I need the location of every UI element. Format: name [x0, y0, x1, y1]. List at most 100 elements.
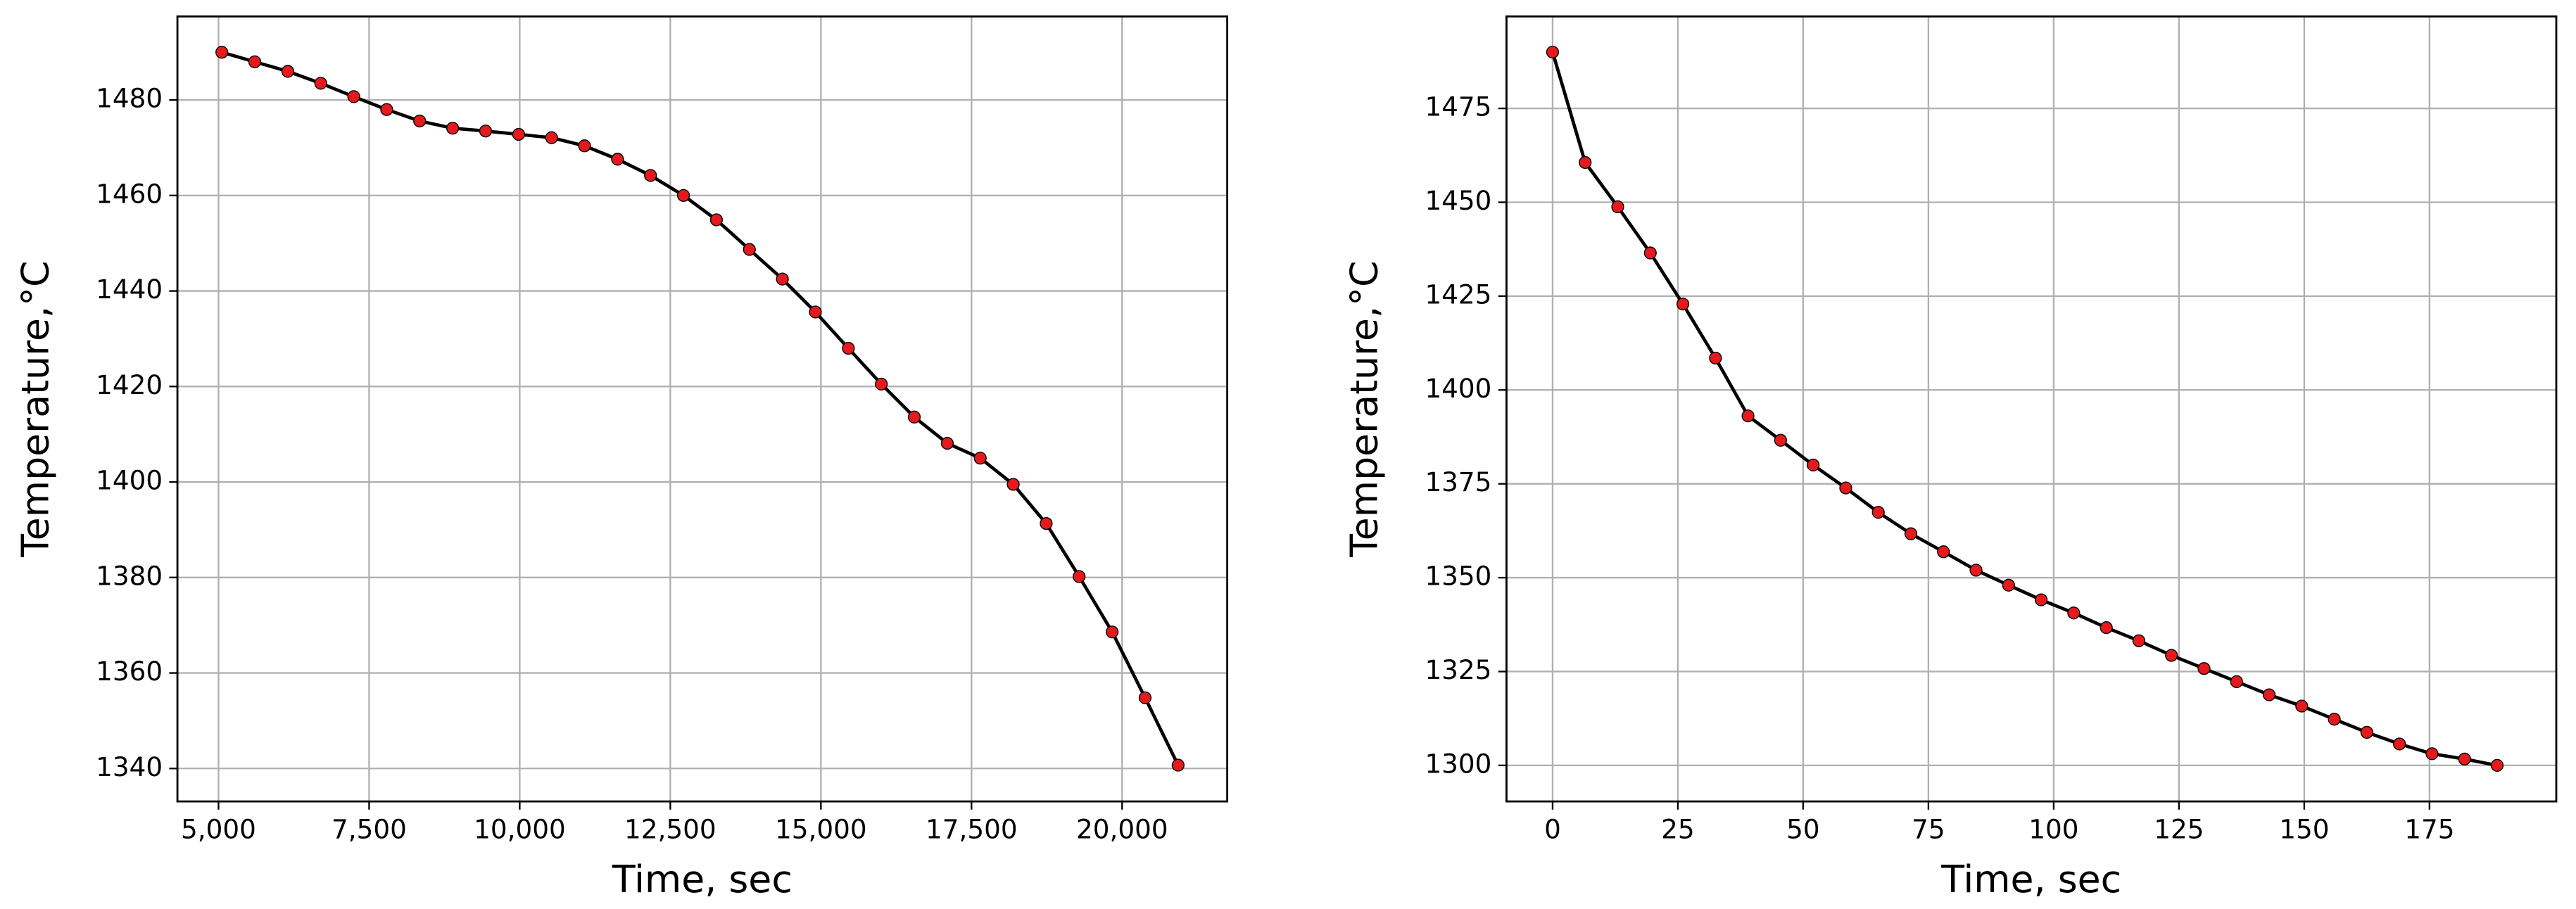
data-point [677, 189, 690, 202]
y-tick-label: 1480 [96, 83, 163, 114]
data-point [776, 272, 789, 286]
data-point [1709, 351, 1722, 365]
x-axis-label: Time, sec [1940, 857, 2121, 901]
data-point [1774, 433, 1787, 447]
y-tick-label: 1475 [1425, 91, 1491, 122]
data-point [973, 452, 987, 465]
y-tick-label: 1340 [96, 751, 163, 782]
y-tick-label: 1460 [96, 178, 163, 209]
data-point [1969, 564, 1983, 577]
data-point [907, 410, 921, 424]
data-point [1676, 297, 1690, 311]
data-point [2295, 699, 2309, 713]
x-tick-label: 5,000 [181, 814, 256, 845]
x-tick-label: 7,500 [332, 814, 407, 845]
data-point [2328, 713, 2341, 726]
data-point [2002, 578, 2015, 592]
y-axis-label: Temperature,°C [1342, 261, 1387, 558]
data-line [221, 51, 1180, 766]
data-point [644, 169, 657, 182]
data-point [2197, 662, 2211, 675]
data-point [314, 77, 327, 90]
data-point [2490, 758, 2504, 772]
data-point [2067, 606, 2081, 620]
data-point [1138, 691, 1152, 704]
x-tick-label: 17,500 [926, 814, 1018, 845]
y-tick-label: 1325 [1425, 654, 1491, 685]
data-point [1006, 478, 1020, 491]
y-tick-label: 1375 [1425, 466, 1491, 497]
data-point [940, 436, 954, 450]
data-point [1073, 570, 1086, 583]
data-point [2262, 688, 2276, 701]
data-point [1741, 409, 1755, 423]
y-tick-label: 1360 [96, 656, 163, 687]
data-point [2425, 747, 2439, 761]
data-point [380, 103, 393, 116]
x-tick-label: 10,000 [474, 814, 566, 845]
data-point [709, 213, 724, 227]
data-point [479, 125, 493, 138]
x-tick-label: 15,000 [775, 814, 867, 845]
data-point [611, 153, 624, 166]
data-point [1546, 45, 1560, 59]
y-tick-label: 1300 [1425, 748, 1491, 779]
data-point [1106, 625, 1119, 639]
data-point [2230, 675, 2243, 688]
data-point [446, 122, 460, 135]
x-tick-label: 12,500 [624, 814, 716, 845]
plot-frame [1505, 15, 2558, 803]
y-tick-label: 1420 [96, 369, 163, 400]
data-point [2393, 737, 2406, 751]
data-point [1807, 458, 1820, 472]
y-tick-label: 1425 [1425, 279, 1491, 310]
y-axis-label: Temperature,°C [13, 261, 57, 558]
data-point [1611, 200, 1624, 213]
data-point [347, 90, 360, 103]
data-point [1171, 758, 1185, 772]
y-tick-label: 1440 [96, 274, 163, 305]
plot-frame [176, 15, 1229, 803]
x-tick-label: 50 [1786, 814, 1820, 845]
data-point [413, 114, 427, 128]
data-point [545, 131, 558, 144]
data-point [512, 127, 525, 141]
x-tick-label: 25 [1661, 814, 1695, 845]
x-tick-label: 150 [2279, 814, 2329, 845]
data-point [2100, 621, 2113, 635]
data-point [743, 243, 756, 256]
x-tick-label: 20,000 [1076, 814, 1168, 845]
data-point [2360, 725, 2373, 739]
data-point [1040, 517, 1053, 530]
y-tick-label: 1400 [1425, 373, 1491, 404]
data-line [1551, 51, 2498, 768]
data-point [809, 305, 822, 319]
x-tick-label: 175 [2404, 814, 2454, 845]
data-point [1904, 527, 1918, 540]
x-tick-label: 100 [2028, 814, 2078, 845]
data-point [2132, 634, 2146, 647]
data-point [281, 65, 294, 78]
data-point [2034, 593, 2048, 606]
y-tick-label: 1450 [1425, 185, 1491, 216]
data-point [1937, 545, 1950, 559]
y-tick-label: 1400 [96, 465, 163, 496]
data-point [842, 341, 855, 355]
y-tick-label: 1350 [1425, 561, 1491, 592]
y-tick-label: 1380 [96, 560, 163, 591]
x-tick-label: 75 [1912, 814, 1945, 845]
data-point [2165, 649, 2178, 662]
x-tick-label: 0 [1544, 814, 1561, 845]
data-point [248, 55, 262, 68]
data-point [578, 139, 591, 153]
data-point [1643, 246, 1657, 260]
x-axis-label: Time, sec [612, 857, 793, 901]
x-tick-label: 125 [2154, 814, 2204, 845]
data-point [215, 46, 229, 59]
data-point [875, 377, 888, 391]
data-point [1579, 155, 1592, 170]
data-point [2458, 752, 2471, 765]
data-point [1839, 481, 1852, 495]
